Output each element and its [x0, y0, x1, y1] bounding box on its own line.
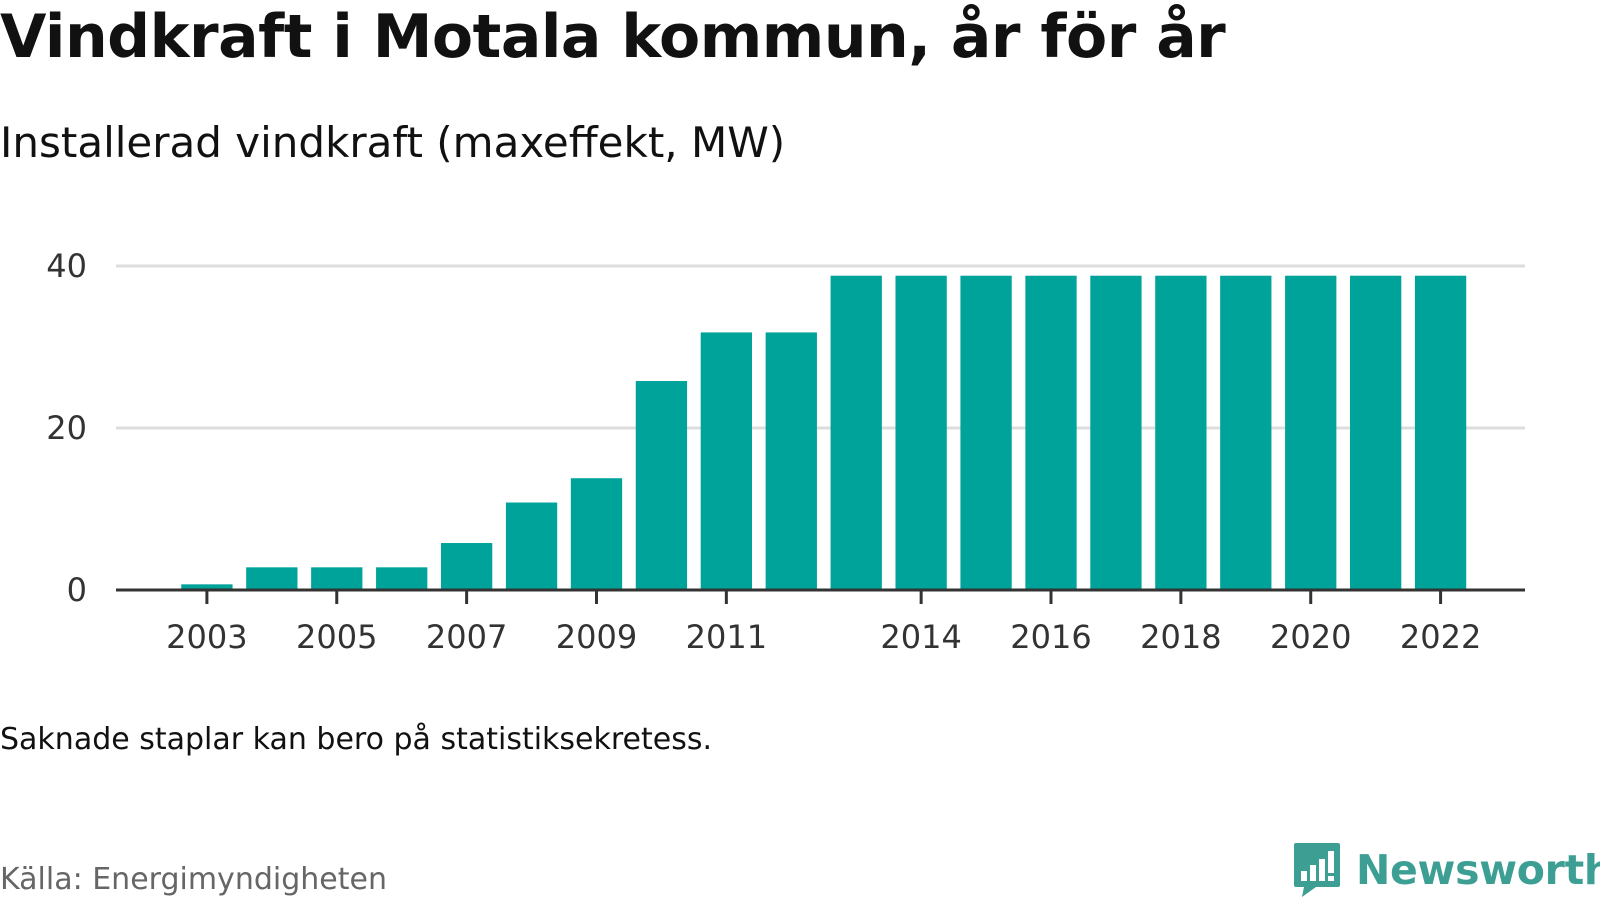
bar-2020	[1285, 275, 1337, 590]
y-tick-label-20: 20	[46, 409, 87, 447]
brand-name: Newsworthy	[1356, 846, 1600, 894]
bars	[181, 275, 1467, 590]
chart-note: Saknade staplar kan bero på statistiksek…	[0, 722, 713, 757]
chart-subtitle: Installerad vindkraft (maxeffekt, MW)	[0, 118, 786, 167]
bar-2010	[635, 381, 688, 590]
chart-title: Vindkraft i Motala kommun, år för år	[0, 2, 1226, 72]
bar-2003	[181, 584, 233, 590]
bar-2016	[1025, 275, 1077, 590]
bar-2004	[246, 567, 298, 590]
bar-2019	[1220, 275, 1272, 590]
bar-2009	[570, 478, 623, 590]
x-tick-label-2005: 2005	[296, 618, 377, 656]
bar-2008	[505, 502, 558, 590]
brand-logo: Newsworthy	[1292, 840, 1600, 900]
bar-2005	[311, 567, 363, 590]
bar-2007	[440, 543, 493, 590]
x-tick-label-2018: 2018	[1140, 618, 1221, 656]
y-tick-label-40: 40	[46, 247, 87, 285]
bar-2006	[376, 567, 428, 590]
bar-2017	[1090, 275, 1142, 590]
y-axis-labels: 0 20 40	[46, 247, 87, 609]
bar-2015	[960, 275, 1012, 590]
x-tick-label-2014: 2014	[880, 618, 961, 656]
x-tick-label-2003: 2003	[166, 618, 247, 656]
bar-2018	[1155, 275, 1207, 590]
x-tick-label-2007: 2007	[426, 618, 507, 656]
x-tick-label-2009: 2009	[556, 618, 637, 656]
bar-2013	[830, 275, 882, 590]
x-tick-label-2022: 2022	[1400, 618, 1481, 656]
x-axis	[116, 588, 1525, 604]
x-tick-label-2011: 2011	[686, 618, 767, 656]
bar-2012	[765, 332, 817, 590]
bar-2014	[895, 275, 947, 590]
x-tick-label-2020: 2020	[1270, 618, 1351, 656]
source-label: Källa: Energimyndigheten	[0, 862, 387, 897]
x-tick-label-2016: 2016	[1010, 618, 1091, 656]
bar-2011	[700, 332, 752, 590]
y-tick-label-0: 0	[67, 571, 87, 609]
newsworthy-logo-icon	[1294, 843, 1340, 897]
x-axis-labels: 2003 2005 2007 2009 2011 2014 2016 2018 2020 2022	[166, 618, 1481, 656]
bar-2022	[1414, 275, 1467, 590]
bar-2021	[1350, 275, 1402, 590]
